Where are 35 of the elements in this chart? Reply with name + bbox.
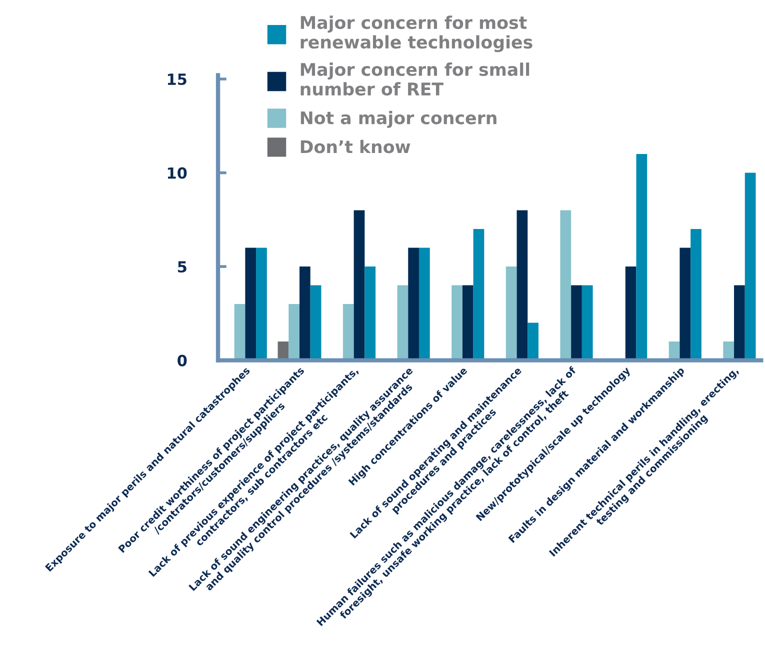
bar — [418, 248, 430, 360]
legend-label: Major concern for most renewable technologies — [300, 16, 532, 52]
y-tick-label: 5 — [178, 261, 186, 273]
legend-label: Major concern for small number of RET — [300, 62, 530, 96]
legend-label: Not a major concern — [300, 110, 496, 128]
bar — [364, 266, 376, 360]
bar — [288, 304, 300, 360]
bar — [571, 285, 582, 360]
bar — [744, 172, 756, 360]
bar — [300, 266, 310, 360]
bar — [636, 154, 648, 360]
bar — [462, 285, 474, 360]
bar — [680, 248, 691, 360]
bar — [506, 266, 517, 360]
bar — [690, 229, 702, 360]
bar — [342, 304, 354, 360]
bar — [528, 322, 538, 360]
bar — [516, 210, 528, 360]
bar — [452, 285, 462, 360]
bar — [234, 304, 246, 360]
bar — [245, 248, 256, 360]
bar — [473, 229, 484, 360]
y-tick-label: 0 — [178, 354, 187, 366]
bar — [560, 210, 572, 360]
bar — [256, 248, 267, 360]
bar — [734, 285, 745, 360]
y-tick-label: 15 — [168, 74, 186, 86]
bar — [310, 285, 322, 360]
bar — [397, 285, 408, 360]
legend-label: Don’t know — [300, 140, 410, 154]
bar — [625, 266, 636, 360]
bar — [408, 248, 419, 360]
y-tick-label: 10 — [168, 167, 187, 179]
bar — [582, 285, 593, 360]
bar — [354, 210, 365, 360]
